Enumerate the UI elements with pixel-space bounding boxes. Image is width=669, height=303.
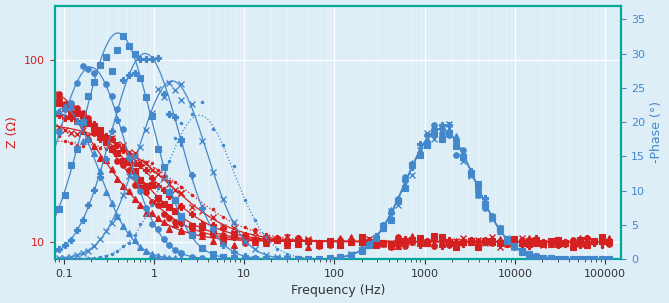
Y-axis label: Z (Ω): Z (Ω) xyxy=(5,116,19,148)
X-axis label: Frequency (Hz): Frequency (Hz) xyxy=(291,285,385,298)
Y-axis label: -Phase (°): -Phase (°) xyxy=(650,102,664,163)
